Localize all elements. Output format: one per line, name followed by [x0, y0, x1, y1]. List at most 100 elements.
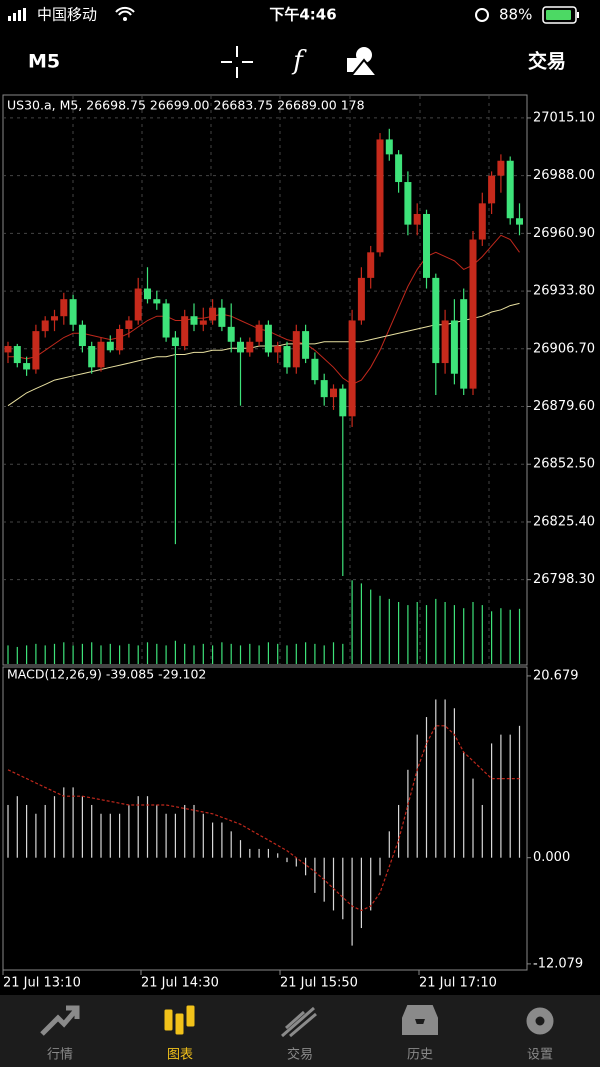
- volume-bar: [351, 580, 353, 664]
- trade-button[interactable]: 交易: [528, 50, 566, 73]
- volume-bar: [53, 643, 56, 664]
- volume-bar: [277, 643, 279, 664]
- volume-bar: [239, 645, 242, 664]
- y-tick-label: -12.079: [533, 956, 583, 971]
- candle-body: [395, 154, 403, 183]
- macd-bar: [109, 813, 111, 858]
- carrier: 中国移动: [37, 6, 97, 24]
- tab-icon-part: [175, 1013, 184, 1035]
- macd-bar: [332, 857, 335, 911]
- candle-body: [367, 252, 375, 278]
- macd-bar: [453, 708, 455, 858]
- macd-bar: [44, 804, 46, 858]
- volume-bar: [212, 645, 214, 664]
- tab-item[interactable]: 行情: [40, 1005, 80, 1063]
- y-tick-label: 0.000: [533, 850, 570, 865]
- macd-bar: [360, 857, 362, 929]
- volume-bar: [388, 598, 390, 664]
- candle-body: [97, 341, 105, 368]
- battery-tip: [577, 12, 579, 18]
- crosshair-button[interactable]: [221, 46, 253, 78]
- macd-bar: [463, 752, 465, 858]
- timeframe-button[interactable]: M5: [28, 51, 60, 73]
- signal-line: [7, 725, 520, 912]
- volume-bar: [258, 645, 260, 664]
- candle-body: [237, 341, 244, 353]
- wifi-icon: [115, 6, 135, 16]
- candle-body: [460, 299, 468, 389]
- macd-bar: [258, 848, 260, 858]
- candle-body: [516, 218, 523, 225]
- candle-body: [348, 320, 356, 417]
- macd-bar: [72, 787, 74, 858]
- candle-body: [478, 203, 486, 240]
- macd-bar: [398, 804, 400, 858]
- macd-bar: [509, 734, 511, 858]
- candle-body: [32, 331, 40, 370]
- y-tick-label: 26798.30: [533, 572, 595, 587]
- macd-bar: [119, 813, 121, 858]
- candle-body: [469, 239, 477, 389]
- macd-bar: [407, 769, 409, 858]
- tab-label: 设置: [527, 1048, 553, 1063]
- macd-bar: [370, 857, 372, 911]
- candle-body: [413, 213, 421, 225]
- time-label: 21 Jul 14:30: [141, 976, 219, 991]
- macd-bar: [156, 804, 158, 858]
- candle-body: [23, 363, 31, 370]
- y-tick-label: 26933.80: [533, 284, 595, 299]
- tab-icon-part: [186, 1005, 195, 1027]
- candle-body: [78, 324, 86, 347]
- tab-icon-part: [40, 1005, 80, 1036]
- macd-bar: [481, 804, 483, 858]
- y-tick-label: 26960.90: [533, 226, 595, 241]
- tab-label: 交易: [287, 1047, 313, 1063]
- tab-item[interactable]: 交易: [281, 1006, 317, 1063]
- candle-body: [116, 328, 124, 351]
- candle-body: [51, 316, 58, 321]
- objects-button[interactable]: [347, 47, 380, 77]
- y-tick-label: 26988.00: [533, 168, 595, 183]
- wifi-dot: [123, 17, 127, 21]
- macd-bar: [184, 804, 186, 858]
- macd-bar: [305, 857, 307, 876]
- macd-bar: [7, 804, 9, 858]
- macd-bar: [35, 813, 37, 858]
- tab-item[interactable]: 设置: [526, 1007, 554, 1063]
- volume-bar: [286, 645, 288, 664]
- tab-item[interactable]: 历史: [402, 1005, 438, 1063]
- volume-bar: [267, 642, 269, 664]
- volume-bar: [342, 643, 344, 664]
- macd-bar: [286, 857, 288, 863]
- macd-bar: [128, 804, 130, 858]
- volume-bar: [193, 645, 195, 664]
- volume-bar: [416, 602, 418, 664]
- volume-bar: [323, 645, 325, 664]
- candle-body: [432, 277, 440, 364]
- tab-label: 行情: [47, 1048, 73, 1063]
- macd-bar: [100, 813, 102, 858]
- candle-body: [311, 358, 319, 381]
- volume-bar: [332, 642, 335, 664]
- macd-bar: [193, 804, 195, 858]
- volume-bar: [435, 598, 437, 664]
- volume-bar: [100, 645, 102, 664]
- volume-bar: [305, 642, 307, 664]
- chart-layer: 27015.10 26988.00 26960.90 26933.80 26906.70…: [2, 110, 595, 991]
- macd-bar: [444, 699, 446, 858]
- volume-bar: [16, 646, 18, 664]
- moving-average: [8, 234, 520, 385]
- macd-bar: [314, 857, 316, 893]
- tab-item[interactable]: 图表: [164, 1005, 195, 1063]
- volume-bar: [146, 642, 149, 664]
- volume-bar: [491, 611, 493, 664]
- volume-bar: [472, 602, 474, 664]
- candle-body: [181, 316, 189, 347]
- candle-body: [283, 346, 291, 368]
- tab-icon: [526, 1007, 554, 1035]
- candle-body: [246, 341, 254, 353]
- macd-bar: [249, 848, 251, 858]
- macd-bar: [221, 822, 223, 858]
- volume-bar: [230, 643, 232, 664]
